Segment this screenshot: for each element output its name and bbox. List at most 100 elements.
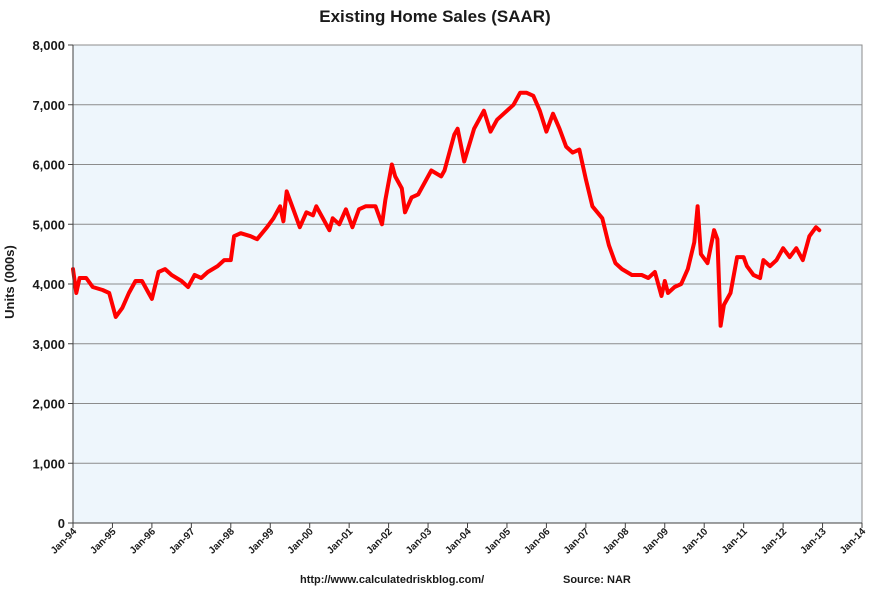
data-point: [393, 174, 397, 178]
data-point: [489, 130, 492, 134]
data-point: [311, 213, 315, 217]
data-point: [265, 225, 269, 229]
data-point: [170, 273, 174, 277]
data-point: [660, 294, 663, 298]
y-axis-ticks: 0 1,000 2,000 3,000 4,000 5,000 6,000 7,000 8,00…: [32, 38, 73, 531]
data-point: [216, 264, 220, 268]
data-point: [742, 255, 746, 259]
y-tick-label: 4,000: [32, 277, 65, 292]
data-point: [193, 273, 197, 277]
data-point: [357, 207, 361, 211]
data-point: [551, 112, 555, 116]
data-point: [423, 180, 427, 184]
data-point: [452, 133, 456, 137]
data-point: [673, 285, 677, 289]
chart-title: Existing Home Sales (SAAR): [319, 7, 550, 26]
data-point: [222, 258, 226, 262]
data-point: [801, 258, 805, 262]
data-point: [518, 91, 522, 95]
data-point: [78, 276, 82, 280]
data-point: [544, 130, 548, 134]
data-point: [571, 151, 575, 155]
data-point: [298, 225, 302, 229]
data-point: [692, 240, 696, 244]
data-point: [564, 145, 568, 149]
data-point: [761, 258, 765, 262]
data-point: [653, 270, 657, 274]
data-point: [410, 195, 414, 199]
data-point: [719, 324, 723, 328]
data-point: [84, 276, 88, 280]
data-point: [291, 207, 295, 211]
data-point: [482, 109, 486, 113]
y-tick-label: 7,000: [32, 98, 65, 113]
data-point: [752, 273, 755, 277]
data-point: [712, 228, 716, 232]
y-tick-label: 2,000: [32, 397, 65, 412]
data-point: [538, 109, 542, 113]
data-point: [127, 291, 131, 295]
data-point: [462, 160, 466, 163]
data-point: [679, 282, 683, 286]
data-point: [495, 118, 499, 122]
data-point: [374, 204, 377, 208]
source-note: Source: NAR: [563, 574, 631, 586]
data-point: [120, 306, 124, 310]
data-point: [281, 219, 285, 223]
data-point: [577, 148, 581, 152]
data-point: [278, 204, 282, 208]
data-point: [157, 270, 160, 274]
data-point: [101, 288, 105, 292]
data-point: [686, 267, 690, 271]
data-point: [729, 291, 732, 295]
data-point: [696, 204, 700, 208]
data-point: [327, 228, 331, 232]
data-point: [74, 291, 78, 295]
data-point: [768, 264, 772, 268]
data-point: [337, 222, 341, 226]
data-point: [706, 261, 709, 265]
data-point: [607, 243, 611, 247]
data-point: [239, 231, 243, 235]
data-point: [794, 246, 798, 250]
data-point: [646, 276, 650, 280]
data-point: [456, 127, 460, 131]
data-point: [416, 192, 420, 196]
data-point: [630, 273, 634, 277]
data-point: [255, 237, 259, 241]
data-point: [666, 291, 670, 295]
data-point: [107, 291, 111, 295]
data-point: [531, 94, 535, 98]
data-point: [558, 127, 561, 131]
data-point: [91, 285, 95, 289]
data-point: [150, 297, 154, 301]
data-point: [620, 267, 624, 271]
data-point: [735, 255, 739, 259]
data-point: [114, 315, 118, 319]
y-tick-label: 0: [58, 516, 65, 531]
data-point: [512, 103, 515, 107]
data-point: [525, 91, 529, 95]
data-point: [304, 210, 308, 214]
data-point: [429, 169, 433, 172]
data-point: [584, 177, 588, 181]
data-point: [403, 210, 407, 214]
data-point: [314, 204, 318, 208]
data-point: [364, 204, 368, 208]
data-point: [390, 163, 394, 166]
y-tick-label: 3,000: [32, 337, 65, 352]
data-point: [272, 216, 275, 220]
data-point: [383, 198, 387, 202]
data-point: [775, 258, 778, 262]
data-point: [206, 270, 210, 274]
data-point: [321, 216, 325, 220]
data-point: [613, 261, 617, 265]
data-point: [502, 112, 506, 116]
data-point: [380, 222, 384, 226]
data-point: [781, 246, 785, 250]
data-point: [663, 279, 667, 283]
y-tick-label: 1,000: [32, 456, 65, 471]
data-point: [472, 127, 476, 131]
data-point: [285, 189, 289, 193]
